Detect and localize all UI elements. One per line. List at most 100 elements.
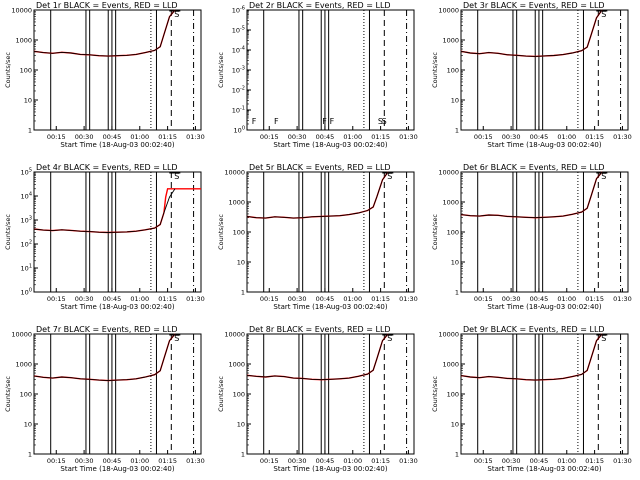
panel-det-6: Det 6r BLACK = Events, RED = LLD 00:15 00:… [431,163,632,311]
flag-label: S [174,334,179,343]
series-lld [33,9,176,57]
y-tick-label: 1000 [442,37,459,45]
y-tick-label: 10000 [11,331,32,339]
series-events [246,171,389,219]
x-tick-label: 01:00 [130,133,149,141]
y-tick-label: 10 [451,421,459,429]
flag-label: S [382,117,387,126]
flag-label: S [174,172,179,181]
series-events [460,333,603,381]
x-tick-label: 00:15 [260,295,279,303]
series-events [460,9,603,57]
flag-label: S [378,117,383,126]
y-axis-label: Counts/sec [217,376,225,412]
panel-det-1: Det 1r BLACK = Events, RED = LLD 00:15 00:… [4,1,205,149]
flag-label: S [387,172,392,181]
y-tick-label: 10000 [224,331,245,339]
y-tick-label: 1000 [228,361,245,369]
y-axis-label: Counts/sec [217,214,225,250]
series-lld [246,171,389,219]
flag-label: S [601,334,606,343]
panel-title: Det 8r BLACK = Events, RED = LLD [249,325,391,334]
y-tick-label: 10-1 [232,106,245,115]
plot-frame [460,333,629,455]
x-tick-label: 01:15 [158,295,177,303]
x-tick-label: 00:15 [47,457,66,465]
x-tick-label: 01:00 [343,133,362,141]
x-tick-label: 01:30 [613,133,632,141]
x-tick-label: 00:45 [103,457,122,465]
x-tick-label: 00:30 [75,457,94,465]
x-tick-label: 00:30 [288,295,307,303]
y-tick-label: 10 [451,97,459,105]
y-tick-label: 100 [21,288,32,297]
y-tick-label: 100 [233,229,245,237]
y-tick-label: 101 [21,264,32,273]
x-tick-label: 01:30 [399,457,418,465]
x-tick-label: 01:15 [585,133,604,141]
y-tick-label: 102 [21,240,32,249]
panel-det-2: Det 2r BLACK = Events, RED = LLD 00:15 00:… [217,1,418,149]
plot-frame [460,9,629,131]
series-events [460,171,603,219]
x-axis-label: Start Time (18-Aug-03 00:02:40) [60,303,174,311]
x-tick-label: 00:30 [288,133,307,141]
y-axis-label: Counts/sec [217,52,225,88]
x-tick-label: 00:45 [103,133,122,141]
y-tick-label: 10-2 [232,86,245,95]
x-tick-label: 01:00 [557,133,576,141]
y-tick-label: 10 [237,259,245,267]
y-tick-label: 100 [447,229,459,237]
y-tick-label: 100 [447,391,459,399]
series-events [246,333,389,381]
panel-det-4: Det 4r BLACK = Events, RED = LLD 00:15 00:… [4,163,205,311]
x-tick-label: 01:15 [371,457,390,465]
y-tick-label: 100 [233,391,245,399]
x-axis-label: Start Time (18-Aug-03 00:02:40) [273,303,387,311]
y-tick-label: 10000 [438,7,459,15]
x-tick-label: 00:45 [530,295,549,303]
x-tick-label: 01:30 [613,295,632,303]
y-axis-label: Counts/sec [4,52,12,88]
flag-label: F [330,117,335,126]
x-tick-label: 01:00 [130,457,149,465]
y-tick-label: 100 [234,126,245,135]
y-tick-label: 10-5 [232,26,245,35]
x-tick-label: 01:30 [613,457,632,465]
x-tick-label: 00:45 [530,457,549,465]
y-tick-label: 10-4 [232,46,245,55]
panel-det-8: Det 8r BLACK = Events, RED = LLD 00:15 00:… [217,325,418,473]
x-axis-label: Start Time (18-Aug-03 00:02:40) [60,465,174,473]
y-tick-label: 10 [451,259,459,267]
y-tick-label: 10000 [11,7,32,15]
y-tick-label: 10 [24,97,32,105]
flag-label: S [601,10,606,19]
x-tick-label: 01:00 [557,457,576,465]
plot-frame [460,171,629,293]
flag-label: F [252,117,257,126]
panel-det-7: Det 7r BLACK = Events, RED = LLD 00:15 00:… [4,325,205,473]
series-lld [460,333,603,381]
x-tick-label: 00:45 [530,133,549,141]
series-lld [246,333,389,381]
x-axis-label: Start Time (18-Aug-03 00:02:40) [60,141,174,149]
y-tick-label: 1000 [442,199,459,207]
x-tick-label: 00:30 [502,133,521,141]
y-tick-label: 1000 [228,199,245,207]
x-tick-label: 01:00 [343,457,362,465]
flag-label: S [174,10,179,19]
x-tick-label: 00:30 [502,295,521,303]
plot-frame [33,9,202,131]
x-axis-label: Start Time (18-Aug-03 00:02:40) [273,141,387,149]
x-tick-label: 01:00 [557,295,576,303]
series-events [33,9,176,57]
x-tick-label: 01:00 [130,295,149,303]
panel-det-9: Det 9r BLACK = Events, RED = LLD 00:15 00:… [431,325,632,473]
panel-title: Det 1r BLACK = Events, RED = LLD [36,1,178,10]
series-lld [33,333,176,382]
x-tick-label: 00:30 [288,457,307,465]
x-tick-label: 01:15 [371,295,390,303]
x-tick-label: 01:30 [399,295,418,303]
x-tick-label: 00:15 [260,133,279,141]
y-tick-label: 10-3 [232,66,245,75]
